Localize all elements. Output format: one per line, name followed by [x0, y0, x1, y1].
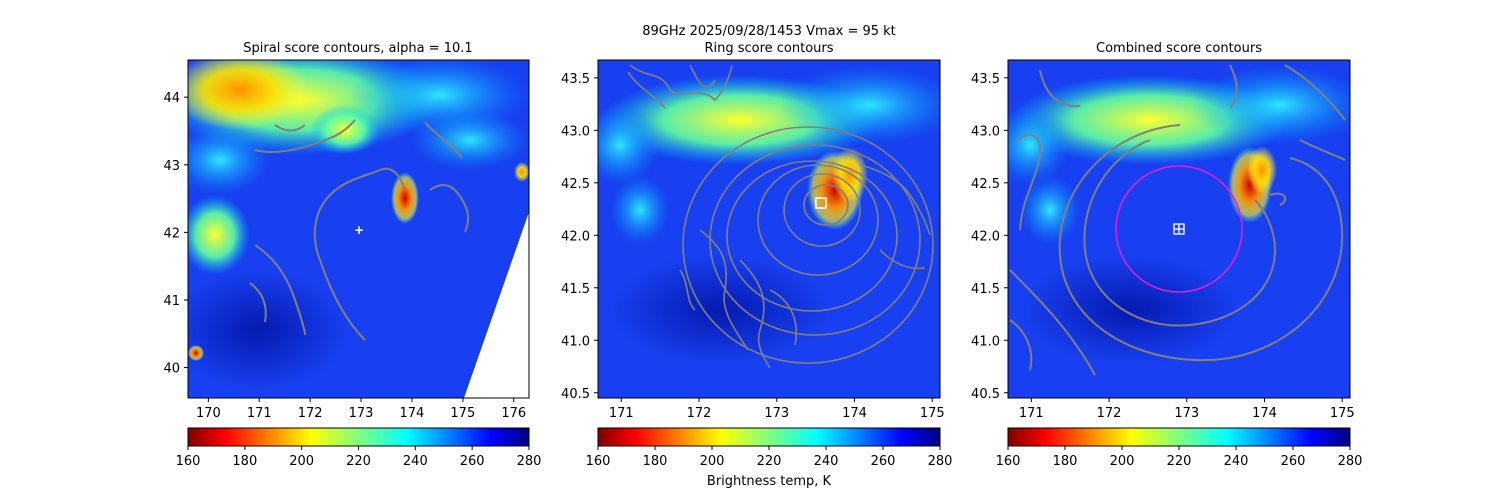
colorbar-tick-label: 200 [700, 454, 725, 469]
ring-x-ticks: 171 172 173 174 175 [609, 398, 945, 421]
y-tick-label: 43.0 [971, 124, 1000, 139]
y-tick-label: 42.0 [561, 229, 590, 244]
y-tick-label: 43.5 [561, 72, 590, 87]
x-tick-label: 175 [1330, 406, 1355, 421]
x-tick-label: 175 [450, 406, 475, 421]
combined-axes-frame [1007, 59, 1351, 399]
combined-score-contours [1009, 64, 1346, 376]
y-tick-label: 41.0 [971, 334, 1000, 349]
y-tick-label: 43 [163, 159, 180, 174]
colorbar-tick-label: 180 [643, 454, 668, 469]
y-tick-label: 42.0 [971, 229, 1000, 244]
colorbar-tick-label: 200 [1110, 454, 1135, 469]
combined-x-ticks: 171 172 173 174 175 [1019, 398, 1355, 421]
x-tick-label: 173 [764, 406, 789, 421]
x-tick-label: 173 [1174, 406, 1199, 421]
y-tick-label: 43.5 [971, 72, 1000, 87]
y-tick-label: 41.5 [561, 282, 590, 297]
ring-colorbar [597, 427, 941, 447]
colorbar-tick-label: 180 [232, 454, 257, 469]
combined-panel: Combined score contours [971, 41, 1363, 469]
y-tick-label: 40.5 [561, 387, 590, 402]
ring-score-contours [627, 64, 934, 369]
colorbar-tick-label: 280 [928, 454, 953, 469]
spiral-panel: Spiral score contours, alpha = 10.1 [163, 41, 542, 469]
x-tick-label: 172 [298, 406, 323, 421]
y-tick-label: 41.5 [971, 282, 1000, 297]
combined-panel-title: Combined score contours [1096, 41, 1262, 56]
y-tick-label: 44 [163, 91, 180, 106]
spiral-colorbar [187, 427, 530, 447]
colorbar-tick-label: 240 [1224, 454, 1249, 469]
ring-brightness-field [598, 60, 940, 398]
x-tick-label: 174 [1252, 406, 1277, 421]
spiral-x-ticks: 170 171 172 173 174 175 176 [196, 398, 526, 421]
ring-panel: Ring score contours [561, 41, 953, 489]
spiral-y-ticks: 40 41 42 43 44 [163, 91, 188, 377]
colorbar-tick-label: 220 [1167, 454, 1192, 469]
ring-panel-title: Ring score contours [704, 41, 833, 56]
y-tick-label: 43.0 [561, 124, 590, 139]
ring-y-ticks: 40.5 41.0 41.5 42.0 42.5 43.0 43.5 [561, 72, 598, 402]
x-tick-label: 172 [687, 406, 712, 421]
x-tick-label: 174 [842, 406, 867, 421]
x-tick-label: 173 [349, 406, 374, 421]
spiral-panel-title: Spiral score contours, alpha = 10.1 [243, 41, 472, 56]
spiral-colorbar-ticks: 160 180 200 220 240 260 280 [176, 446, 542, 469]
combined-ring-circle [1115, 165, 1243, 293]
colorbar-tick-label: 260 [460, 454, 485, 469]
x-tick-label: 171 [1019, 406, 1044, 421]
colorbar-tick-label: 220 [346, 454, 371, 469]
combined-y-ticks: 40.5 41.0 41.5 42.0 42.5 43.0 43.5 [971, 72, 1008, 402]
colorbar-tick-label: 240 [814, 454, 839, 469]
colorbar-tick-label: 240 [403, 454, 428, 469]
x-tick-label: 175 [920, 406, 945, 421]
y-tick-label: 40.5 [971, 387, 1000, 402]
combined-colorbar-ticks: 160 180 200 220 240 260 280 [996, 446, 1363, 469]
ring-colorbar-ticks: 160 180 200 220 240 260 280 [586, 446, 953, 469]
x-tick-label: 176 [501, 406, 526, 421]
figure-suptitle: 89GHz 2025/09/28/1453 Vmax = 95 kt [642, 24, 896, 39]
y-tick-label: 41.0 [561, 334, 590, 349]
combined-colorbar [1007, 427, 1351, 447]
colorbar-tick-label: 260 [1281, 454, 1306, 469]
colorbar-tick-label: 160 [996, 454, 1021, 469]
y-tick-label: 42.5 [971, 177, 1000, 192]
colorbar-tick-label: 180 [1053, 454, 1078, 469]
y-tick-label: 42 [163, 226, 180, 241]
colorbar-label: Brightness temp, K [707, 474, 832, 489]
spiral-brightness-field [188, 60, 529, 398]
x-tick-label: 172 [1097, 406, 1122, 421]
spiral-score-contours [249, 119, 469, 341]
y-tick-label: 40 [163, 362, 180, 377]
x-tick-label: 174 [400, 406, 425, 421]
colorbar-tick-label: 160 [586, 454, 611, 469]
colorbar-tick-label: 160 [176, 454, 201, 469]
colorbar-tick-label: 260 [871, 454, 896, 469]
y-tick-label: 41 [163, 294, 180, 309]
colorbar-tick-label: 220 [757, 454, 782, 469]
ring-center-marker [815, 197, 827, 209]
combined-center-marker [1173, 223, 1185, 235]
colorbar-tick-label: 200 [289, 454, 314, 469]
colorbar-tick-label: 280 [1338, 454, 1363, 469]
x-tick-label: 171 [247, 406, 272, 421]
x-tick-label: 171 [609, 406, 634, 421]
y-tick-label: 42.5 [561, 177, 590, 192]
colorbar-tick-label: 280 [517, 454, 542, 469]
spiral-axes-frame [187, 59, 530, 399]
x-tick-label: 170 [196, 406, 221, 421]
ring-axes-frame [597, 59, 941, 399]
spiral-center-marker: + [354, 223, 364, 237]
